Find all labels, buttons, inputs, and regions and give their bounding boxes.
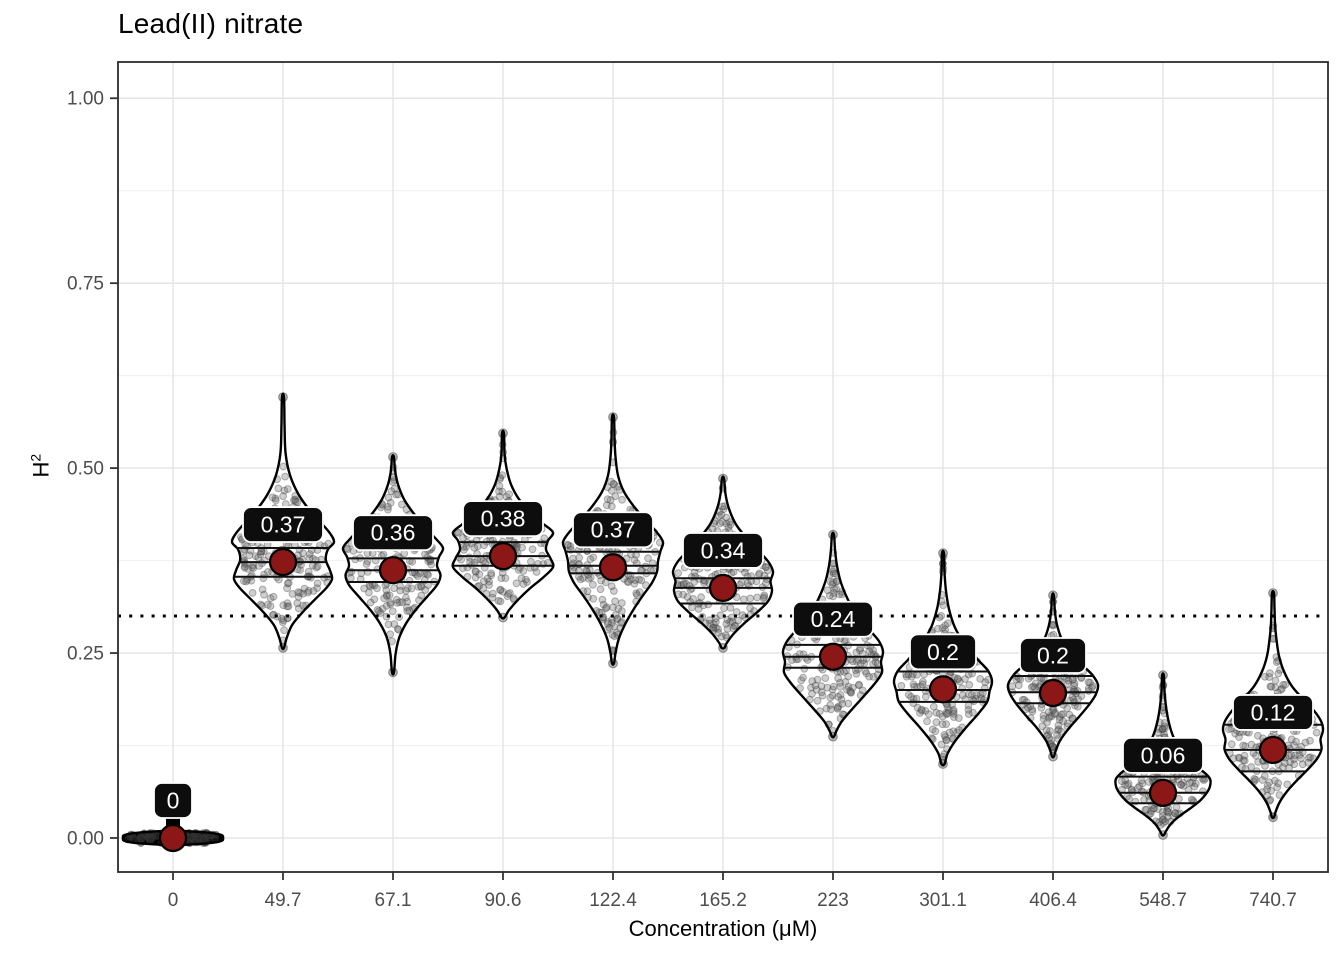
x-tick-label: 740.7 [1249, 890, 1297, 911]
x-tick-label: 223 [817, 890, 849, 911]
mean-dot [928, 675, 958, 704]
x-tick-label: 0 [168, 890, 179, 911]
y-axis-title-base: H [28, 461, 54, 478]
mean-label-text: 0.37 [591, 517, 636, 543]
mean-label-box [1232, 694, 1314, 731]
mean-label-text: 0.38 [481, 506, 526, 532]
mean-label-box [682, 532, 764, 569]
x-tick-label: 406.4 [1029, 890, 1077, 911]
mean-label-box [792, 600, 874, 638]
mean-dot [708, 573, 738, 603]
mean-label-box [153, 782, 193, 819]
mean-dot [1038, 678, 1068, 708]
axes: 0.00 0.25 0.50 0.75 1.00 0 49.7 67.1 90.6 122.4 16… [67, 89, 1297, 911]
mean-dot [268, 547, 298, 577]
mean-label-box [462, 500, 544, 538]
mean-label-text: 0 [167, 787, 180, 813]
x-tick-label: 301.1 [919, 890, 967, 911]
y-tick-label: 0.50 [67, 459, 104, 480]
mean-label-box [572, 511, 654, 549]
mean-label-box [909, 633, 977, 671]
x-tick-label: 122.4 [589, 890, 637, 911]
mean-label-text: 0.06 [1141, 742, 1186, 768]
mean-dot [1258, 735, 1288, 765]
mean-label-text: 0.2 [1037, 642, 1069, 668]
y-axis-title-exponent: 2 [27, 453, 44, 462]
y-tick-label: 0.75 [67, 274, 104, 295]
x-tick-label: 49.7 [265, 890, 302, 911]
mean-label-box [1122, 736, 1204, 774]
mean-label-text: 0.34 [701, 537, 746, 563]
mean-dot [488, 542, 518, 571]
mean-label-box [1019, 637, 1087, 674]
mean-dot [158, 823, 188, 853]
y-axis-title: H2 [27, 411, 54, 521]
mean-label-text: 0.24 [811, 606, 856, 632]
chart-title: Lead(II) nitrate [118, 8, 304, 39]
mean-label-box [352, 514, 434, 552]
mean-dot [1148, 778, 1178, 807]
mean-label-box [242, 506, 324, 543]
mean-label-text: 0.2 [927, 639, 959, 665]
y-tick-label: 0.00 [67, 828, 104, 849]
mean-dot [598, 553, 628, 582]
mean-label-text: 0.37 [261, 512, 306, 538]
x-tick-label: 165.2 [699, 890, 747, 911]
x-axis-title: Concentration (μM) [628, 916, 818, 941]
y-tick-label: 1.00 [67, 89, 104, 110]
y-tick-label: 0.25 [67, 644, 104, 665]
mean-label-text: 0.36 [371, 520, 416, 546]
mean-dot [818, 642, 848, 671]
x-tick-label: 548.7 [1139, 890, 1187, 911]
mean-label-text: 0.12 [1251, 699, 1296, 725]
mean-labels: 0 0.37 0.36 0.38 0.37 0.34 0.24 0.2 0.2 0.06 0.12 [153, 500, 1314, 853]
mean-dot [378, 556, 408, 585]
x-tick-label: 90.6 [485, 890, 522, 911]
x-tick-label: 67.1 [375, 890, 412, 911]
